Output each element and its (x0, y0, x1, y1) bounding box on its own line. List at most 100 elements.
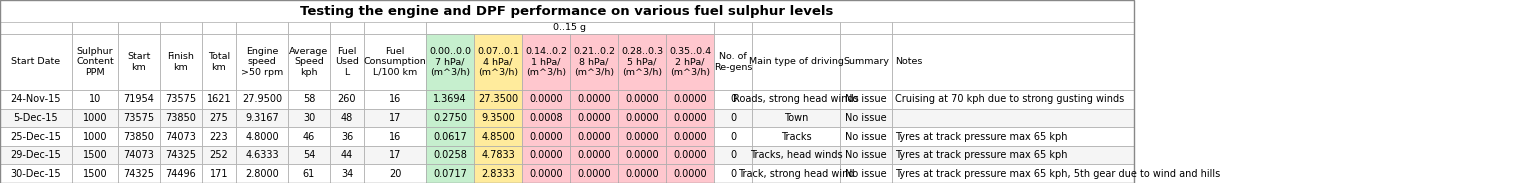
Text: 0.0000: 0.0000 (673, 150, 707, 160)
Text: 1500: 1500 (83, 150, 107, 160)
Bar (118, 127, 161, 146)
Bar (236, 90, 288, 109)
Text: Roads, strong head winds: Roads, strong head winds (733, 94, 858, 104)
Bar (202, 34, 236, 90)
Bar (840, 146, 892, 164)
Text: Tyres at track pressure max 65 kph: Tyres at track pressure max 65 kph (895, 132, 1068, 141)
Bar (364, 34, 425, 90)
Text: 1621: 1621 (207, 94, 231, 104)
Text: Fuel
Used
L: Fuel Used L (335, 47, 360, 77)
Text: 0.0000: 0.0000 (529, 169, 563, 179)
Bar (330, 90, 364, 109)
Bar (236, 22, 288, 34)
Text: 1500: 1500 (83, 169, 107, 179)
Bar (202, 146, 236, 164)
Text: 27.3500: 27.3500 (477, 94, 519, 104)
Text: Start Date: Start Date (11, 57, 61, 66)
Bar (161, 22, 202, 34)
Bar (236, 146, 288, 164)
Text: 252: 252 (210, 150, 228, 160)
Bar (666, 34, 715, 90)
Text: 1000: 1000 (83, 113, 107, 123)
Text: Engine
speed
>50 rpm: Engine speed >50 rpm (240, 47, 283, 77)
Bar (72, 164, 118, 183)
Bar (840, 34, 892, 90)
Text: Summary: Summary (843, 57, 889, 66)
Bar (202, 22, 236, 34)
Bar (892, 109, 1134, 127)
Bar (161, 164, 202, 183)
Text: No. of
Re-gens: No. of Re-gens (715, 52, 753, 72)
Bar (364, 90, 425, 109)
Bar (425, 127, 474, 146)
Text: 0.28..0.3
5 hPa/
(m^3/h): 0.28..0.3 5 hPa/ (m^3/h) (621, 47, 662, 77)
Bar (840, 90, 892, 109)
Text: 4.6333: 4.6333 (245, 150, 278, 160)
Bar (330, 22, 364, 34)
Text: 0: 0 (730, 169, 736, 179)
Bar (892, 34, 1134, 90)
Text: 0.0617: 0.0617 (433, 132, 467, 141)
Bar (715, 22, 753, 34)
Text: 0.0000: 0.0000 (577, 113, 610, 123)
Bar (892, 90, 1134, 109)
Text: 74325: 74325 (124, 169, 155, 179)
Bar (236, 109, 288, 127)
Bar (364, 146, 425, 164)
Bar (753, 164, 840, 183)
Bar (330, 127, 364, 146)
Bar (161, 109, 202, 127)
Bar (161, 127, 202, 146)
Text: 17: 17 (389, 113, 401, 123)
Bar (715, 34, 753, 90)
Bar (425, 22, 474, 34)
Bar (571, 146, 618, 164)
Text: 0.0000: 0.0000 (673, 132, 707, 141)
Bar (236, 164, 288, 183)
Text: 5-Dec-15: 5-Dec-15 (14, 113, 58, 123)
Text: Start
km: Start km (127, 52, 150, 72)
Bar (364, 164, 425, 183)
Text: 0.0000: 0.0000 (529, 94, 563, 104)
Bar (840, 22, 892, 34)
Text: 0.0000: 0.0000 (626, 169, 659, 179)
Text: 223: 223 (210, 132, 228, 141)
Text: 48: 48 (341, 113, 353, 123)
Bar (666, 22, 715, 34)
Bar (288, 90, 330, 109)
Bar (715, 146, 753, 164)
Bar (753, 127, 840, 146)
Bar (0, 146, 72, 164)
Bar (474, 146, 522, 164)
Text: 74325: 74325 (165, 150, 196, 160)
Bar (330, 164, 364, 183)
Text: 0.35..0.4
2 hPa/
(m^3/h): 0.35..0.4 2 hPa/ (m^3/h) (669, 47, 711, 77)
Bar (522, 146, 571, 164)
Text: 17: 17 (389, 150, 401, 160)
Text: 171: 171 (210, 169, 228, 179)
Bar (618, 109, 666, 127)
Text: Cruising at 70 kph due to strong gusting winds: Cruising at 70 kph due to strong gusting… (895, 94, 1125, 104)
Text: 9.3167: 9.3167 (245, 113, 278, 123)
Bar (288, 146, 330, 164)
Text: 4.8500: 4.8500 (480, 132, 516, 141)
Text: 0.0000: 0.0000 (626, 94, 659, 104)
Bar (474, 127, 522, 146)
Text: 16: 16 (389, 94, 401, 104)
Text: 0.0000: 0.0000 (673, 113, 707, 123)
Bar (618, 127, 666, 146)
Text: No issue: No issue (845, 113, 887, 123)
Text: 2.8333: 2.8333 (480, 169, 516, 179)
Text: 46: 46 (303, 132, 315, 141)
Bar (236, 34, 288, 90)
Text: 0.2750: 0.2750 (433, 113, 467, 123)
Bar (425, 109, 474, 127)
Bar (618, 22, 666, 34)
Bar (72, 127, 118, 146)
Text: 0.0000: 0.0000 (626, 113, 659, 123)
Bar (840, 164, 892, 183)
Bar (330, 34, 364, 90)
Text: 9.3500: 9.3500 (480, 113, 516, 123)
Text: 0: 0 (730, 132, 736, 141)
Bar (0, 90, 72, 109)
